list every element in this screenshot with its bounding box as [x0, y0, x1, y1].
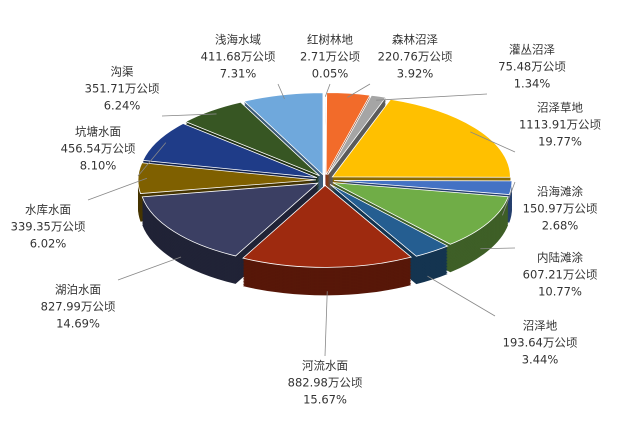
leader-line: [427, 275, 496, 317]
leader-line: [161, 113, 217, 117]
slice: [137, 162, 317, 195]
percentage-label: 14.69%: [56, 317, 100, 331]
leader-line: [87, 177, 148, 201]
slice: [184, 101, 320, 177]
leader-line: [502, 181, 516, 216]
value-label: 220.76万公顷: [378, 50, 453, 64]
category-label: 沼泽地: [523, 319, 558, 333]
category-label: 灌丛沼泽: [509, 43, 555, 57]
value-label: 339.35万公顷: [11, 220, 86, 234]
category-label: 森林沼泽: [392, 33, 438, 47]
value-label: 827.99万公顷: [41, 300, 116, 314]
percentage-label: 6.02%: [30, 237, 67, 251]
value-label: 193.64万公顷: [503, 336, 578, 350]
percentage-label: 6.24%: [104, 99, 141, 113]
value-label: 1113.91万公顷: [519, 118, 602, 132]
value-label: 882.98万公顷: [288, 376, 363, 390]
percentage-label: 2.68%: [542, 219, 579, 233]
slice: [331, 98, 511, 178]
value-label: 456.54万公顷: [61, 142, 136, 156]
leader-line: [480, 247, 516, 250]
leader-line: [470, 131, 516, 153]
category-label: 水库水面: [25, 203, 71, 217]
category-label: 沟渠: [111, 65, 134, 79]
slice: [333, 180, 513, 196]
percentage-label: 0.05%: [312, 67, 349, 81]
percentage-label: 10.77%: [538, 285, 582, 299]
value-label: 607.21万公顷: [523, 268, 598, 282]
percentage-label: 3.44%: [522, 353, 559, 367]
slice: [327, 94, 387, 176]
category-label: 湖泊水面: [55, 283, 101, 297]
slice: [332, 182, 509, 245]
category-label: 河流水面: [302, 359, 348, 373]
percentage-label: 3.92%: [397, 67, 434, 81]
leader-line: [376, 93, 488, 101]
percentage-label: 1.34%: [514, 77, 551, 91]
category-label: 沼泽草地: [537, 101, 583, 115]
category-label: 坑塘水面: [75, 125, 121, 139]
leader-line: [324, 291, 328, 357]
slice: [329, 184, 449, 257]
percentage-label: 8.10%: [80, 159, 117, 173]
value-label: 351.71万公顷: [85, 82, 160, 96]
slice-side: [327, 99, 386, 179]
value-label: 2.71万公顷: [300, 50, 361, 64]
slice: [242, 184, 413, 268]
leader-line: [117, 256, 182, 281]
slice-side: [327, 100, 386, 181]
slice-side: [327, 97, 386, 178]
percentage-label: 19.77%: [538, 135, 582, 149]
leader-line: [347, 83, 371, 98]
slice: [142, 123, 318, 178]
slice: [324, 92, 326, 175]
leader-line: [277, 83, 285, 100]
category-label: 浅海水域: [215, 33, 261, 47]
leader-line: [324, 83, 331, 97]
category-label: 沿海滩涂: [537, 185, 583, 199]
category-label: 红树林地: [307, 33, 353, 47]
leader-line: [137, 142, 167, 177]
slice: [141, 182, 319, 257]
value-label: 411.68万公顷: [201, 50, 276, 64]
value-label: 75.48万公顷: [498, 60, 566, 74]
percentage-label: 7.31%: [220, 67, 257, 81]
slice-side: [327, 102, 386, 182]
value-label: 150.97万公顷: [523, 202, 598, 216]
percentage-label: 15.67%: [303, 393, 347, 407]
category-label: 内陆滩涂: [537, 251, 583, 265]
